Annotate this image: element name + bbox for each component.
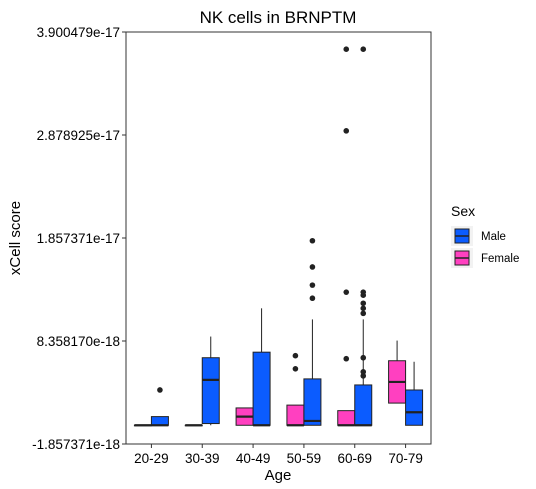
box-body <box>150 416 169 426</box>
box-male-50-59 <box>303 237 322 426</box>
outlier-point <box>360 354 367 361</box>
box-male-60-69 <box>354 46 373 427</box>
y-tick-label: -1.857371e-18 <box>32 437 120 452</box>
legend-label-male: Male <box>481 231 506 243</box>
x-tick-label: 20-29 <box>134 451 169 466</box>
outlier-point <box>343 355 350 362</box>
box-female-60-69 <box>337 46 356 427</box>
y-tick-label: 8.358170e-18 <box>37 334 120 349</box>
outlier-point <box>343 46 350 52</box>
outlier-point <box>360 46 367 52</box>
x-tick-label: 60-69 <box>337 451 372 466</box>
box-female-20-29 <box>133 424 152 427</box>
outlier-point <box>360 373 367 379</box>
box-female-50-59 <box>286 352 305 427</box>
outlier-point <box>343 289 350 295</box>
box-male-30-39 <box>201 336 220 426</box>
outlier-point <box>360 310 367 317</box>
outlier-point <box>360 305 367 312</box>
y-axis-title: xCell score <box>7 201 24 275</box>
y-axis: -1.857371e-18 8.358170e-18 1.857371e-17 2.8… <box>32 25 126 452</box>
box-male-20-29 <box>150 387 169 427</box>
outlier-point <box>309 237 316 244</box>
box-male-40-49 <box>252 308 271 427</box>
box-body <box>286 404 305 426</box>
box-body <box>252 351 271 426</box>
x-tick-label: 70-79 <box>388 451 423 466</box>
box-body <box>337 410 356 426</box>
y-tick-label: 1.857371e-17 <box>37 231 120 246</box>
legend: Sex Male Female <box>451 203 519 268</box>
box-female-70-79 <box>388 340 407 404</box>
box-body <box>201 357 220 425</box>
outlier-point <box>343 128 350 134</box>
x-axis: 20-29 30-39 40-49 50-59 60-69 70-79 <box>134 444 423 466</box>
chart-title: NK cells in BRNPTM <box>200 8 357 27</box>
y-tick-label: 2.878925e-17 <box>37 128 120 143</box>
outlier-point <box>157 387 163 393</box>
outlier-point <box>360 292 367 299</box>
box-female-40-49 <box>235 407 254 426</box>
plot-marks <box>133 46 424 427</box>
outlier-point <box>309 282 316 288</box>
outlier-point <box>309 264 316 270</box>
y-tick-label: 3.900479e-17 <box>37 25 120 40</box>
x-tick-label: 50-59 <box>287 451 322 466</box>
plot-panel <box>125 31 432 445</box>
x-axis-title: Age <box>265 467 292 484</box>
outlier-point <box>292 352 299 359</box>
outlier-point <box>292 366 299 372</box>
legend-label-female: Female <box>481 253 519 265</box>
outlier-point <box>360 369 367 375</box>
x-tick-label: 30-39 <box>185 451 220 466</box>
outlier-point <box>309 295 316 302</box>
x-tick-label: 40-49 <box>236 451 271 466</box>
outlier-point <box>360 300 367 307</box>
legend-title: Sex <box>451 203 475 219</box>
box-body <box>354 384 373 426</box>
box-body <box>303 378 322 426</box>
box-male-70-79 <box>405 361 424 426</box>
box-body <box>405 389 424 426</box>
box-female-30-39 <box>184 424 203 427</box>
